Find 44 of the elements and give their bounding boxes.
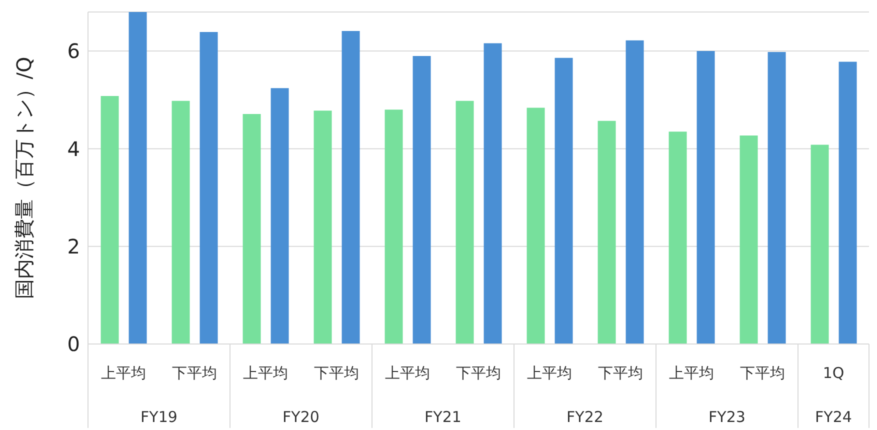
x-tick-label: 下平均 bbox=[314, 364, 359, 382]
x-tick-label: 上平均 bbox=[243, 364, 288, 382]
text: FY22 bbox=[566, 408, 604, 426]
bar bbox=[740, 136, 758, 344]
bar bbox=[626, 40, 644, 344]
text: FY20 bbox=[282, 408, 320, 426]
y-tick-label: 4 bbox=[67, 136, 80, 161]
bar bbox=[526, 108, 545, 344]
x-tick-label: 下平均 bbox=[456, 364, 501, 382]
bar bbox=[384, 110, 403, 344]
text: FY24 bbox=[815, 408, 852, 426]
bar bbox=[100, 96, 119, 344]
x-tick-label: 下平均 bbox=[172, 364, 217, 382]
bar bbox=[598, 120, 616, 344]
bar bbox=[768, 52, 786, 344]
y-tick-label: 2 bbox=[67, 234, 80, 258]
bar bbox=[696, 51, 715, 344]
x-tick-label: 上平均 bbox=[669, 364, 714, 382]
y-tick-label: 0 bbox=[67, 332, 80, 356]
bar bbox=[412, 56, 431, 344]
bar bbox=[456, 100, 474, 344]
text: FY21 bbox=[424, 408, 462, 426]
y-axis-title: 国内消費量（百万トン）/Q bbox=[12, 56, 36, 300]
x-tick-label: 下平均 bbox=[740, 364, 785, 382]
bar bbox=[270, 88, 289, 344]
x-tick-label: 下平均 bbox=[598, 364, 643, 382]
x-tick-label: 上平均 bbox=[101, 364, 146, 382]
bar bbox=[838, 62, 857, 344]
bar bbox=[172, 100, 190, 344]
bar bbox=[314, 110, 332, 344]
x-tick-label: 上平均 bbox=[527, 364, 572, 382]
bar bbox=[128, 12, 147, 344]
bar bbox=[342, 31, 360, 344]
text: FY19 bbox=[140, 408, 178, 426]
bar bbox=[242, 114, 261, 344]
bar bbox=[484, 43, 502, 344]
y-tick-label: 6 bbox=[67, 39, 80, 64]
bar bbox=[554, 58, 573, 344]
bar bbox=[200, 32, 218, 344]
text: FY23 bbox=[708, 408, 746, 426]
x-tick-label: 1Q bbox=[822, 364, 844, 382]
bar bbox=[810, 144, 829, 344]
x-tick-label: 上平均 bbox=[385, 364, 430, 382]
bar bbox=[668, 132, 687, 344]
